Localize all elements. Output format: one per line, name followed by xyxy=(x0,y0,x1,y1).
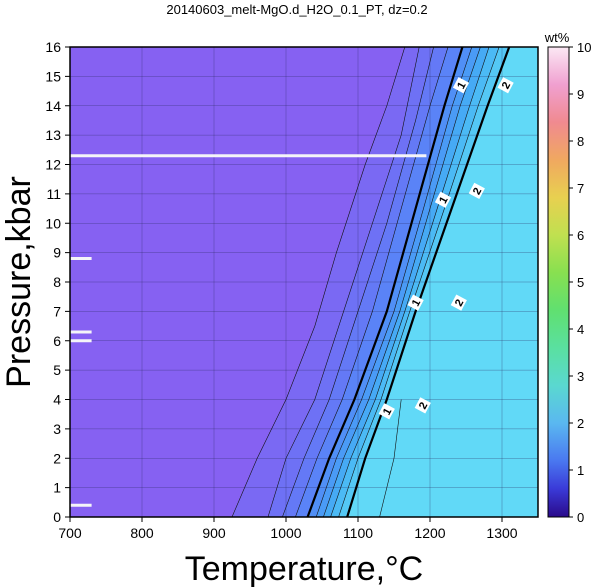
contour-label-box xyxy=(407,294,424,311)
colorbar-tick-label: 7 xyxy=(577,181,584,196)
minor-contours xyxy=(231,47,500,517)
contour-label-box xyxy=(434,191,452,208)
x-axis-title: Temperature,°C xyxy=(185,550,423,587)
plot-area: 1 1 1 1 2 2 2 2 xyxy=(70,47,538,517)
y-tick-label: 16 xyxy=(45,39,61,55)
contour-line xyxy=(323,47,481,517)
colorbar-ramp xyxy=(547,46,570,518)
contour-label-box xyxy=(378,403,395,420)
colorbar-tick-label: 9 xyxy=(577,87,584,102)
contour-label-text: 1 xyxy=(381,406,394,417)
contour-label: 1 xyxy=(407,294,424,311)
contour-label-text: 2 xyxy=(453,298,466,309)
grid-lines xyxy=(70,47,538,517)
contour-label-text: 2 xyxy=(417,400,430,411)
x-tick-label: 1000 xyxy=(270,525,301,541)
chart-title: 20140603_melt-MgO.d_H2O_0.1_PT, dz=0.2 xyxy=(166,2,427,17)
y-tick-label: 9 xyxy=(53,245,61,261)
y-tick-label: 3 xyxy=(53,421,61,437)
colorbar-tick-label: 3 xyxy=(577,369,584,384)
colorbar-tick-label: 0 xyxy=(577,510,584,525)
colorbar-tick-label: 4 xyxy=(577,322,584,337)
x-tick-label: 1200 xyxy=(414,525,445,541)
colorbar-tick-label: 6 xyxy=(577,228,584,243)
contour-label-text: 1 xyxy=(437,195,450,206)
colorbar-tick-label: 8 xyxy=(577,134,584,149)
contour-label-text: 2 xyxy=(471,186,484,197)
contour-label-box xyxy=(497,77,514,94)
x-tick-label: 700 xyxy=(58,525,82,541)
colorbar-ticks: 0 1 2 3 4 5 6 7 8 9 10 xyxy=(569,40,591,525)
contour-labels: 1 1 1 1 2 2 2 2 xyxy=(378,77,514,420)
y-axis-title: Pressure,kbar xyxy=(0,176,38,388)
x-tick-label: 1100 xyxy=(343,525,373,541)
x-tick-label: 900 xyxy=(202,525,226,541)
y-tick-label: 0 xyxy=(53,509,61,525)
contour-label-box xyxy=(450,294,467,311)
contour-line xyxy=(295,47,449,517)
y-tick-label: 2 xyxy=(53,450,61,466)
contour-line xyxy=(330,47,490,517)
contour-line xyxy=(338,47,500,517)
colorbar-tick-label: 5 xyxy=(577,275,584,290)
y-tick-label: 13 xyxy=(45,127,61,143)
contour-label-text: 2 xyxy=(500,80,513,91)
y-tick-label: 7 xyxy=(53,303,61,319)
contour-line xyxy=(231,47,406,517)
contour-label: 2 xyxy=(414,397,431,414)
y-tick-label: 1 xyxy=(53,480,61,496)
contour-label: 1 xyxy=(434,191,452,208)
contour-label: 2 xyxy=(468,182,485,200)
colorbar-label: wt% xyxy=(544,30,570,45)
contour-line xyxy=(315,47,473,517)
major-contours xyxy=(306,47,511,517)
contour-label-box xyxy=(468,182,485,200)
data-gap-lines xyxy=(70,154,427,507)
y-tick-label: 8 xyxy=(53,274,61,290)
y-tick-label: 15 xyxy=(45,68,61,84)
colorbar-tick-label: 2 xyxy=(577,416,584,431)
y-tick-label: 6 xyxy=(53,333,61,349)
colorbar-tick-label: 1 xyxy=(577,463,584,478)
contour-label-box xyxy=(414,397,431,414)
major-contour-line xyxy=(306,47,464,517)
x-tick-label: 1300 xyxy=(486,525,517,541)
contour-label-text: 1 xyxy=(455,80,468,91)
x-tick-label: 800 xyxy=(130,525,154,541)
contour-line xyxy=(379,399,402,517)
contour-line xyxy=(267,47,420,517)
colorbar: wt% 0 1 2 3 4 5 6 7 8 9 10 xyxy=(544,30,592,525)
y-tick-label: 12 xyxy=(45,157,61,173)
contour-label-box xyxy=(452,77,470,94)
contour-label: 1 xyxy=(452,77,470,94)
contour-line xyxy=(282,47,434,517)
y-tick-label: 11 xyxy=(46,186,61,202)
major-contour-line xyxy=(346,47,511,517)
x-axis-ticks: 700 800 900 1000 1100 1200 1300 xyxy=(58,517,518,541)
y-tick-label: 5 xyxy=(53,362,61,378)
y-tick-label: 4 xyxy=(53,392,61,408)
contour-label-text: 1 xyxy=(410,298,423,309)
contour-label: 1 xyxy=(378,403,395,420)
colorbar-tick-label: 10 xyxy=(577,40,591,55)
contour-label: 2 xyxy=(450,294,467,311)
y-tick-label: 14 xyxy=(45,98,61,114)
y-tick-label: 10 xyxy=(45,215,61,231)
contour-label: 2 xyxy=(497,77,514,94)
